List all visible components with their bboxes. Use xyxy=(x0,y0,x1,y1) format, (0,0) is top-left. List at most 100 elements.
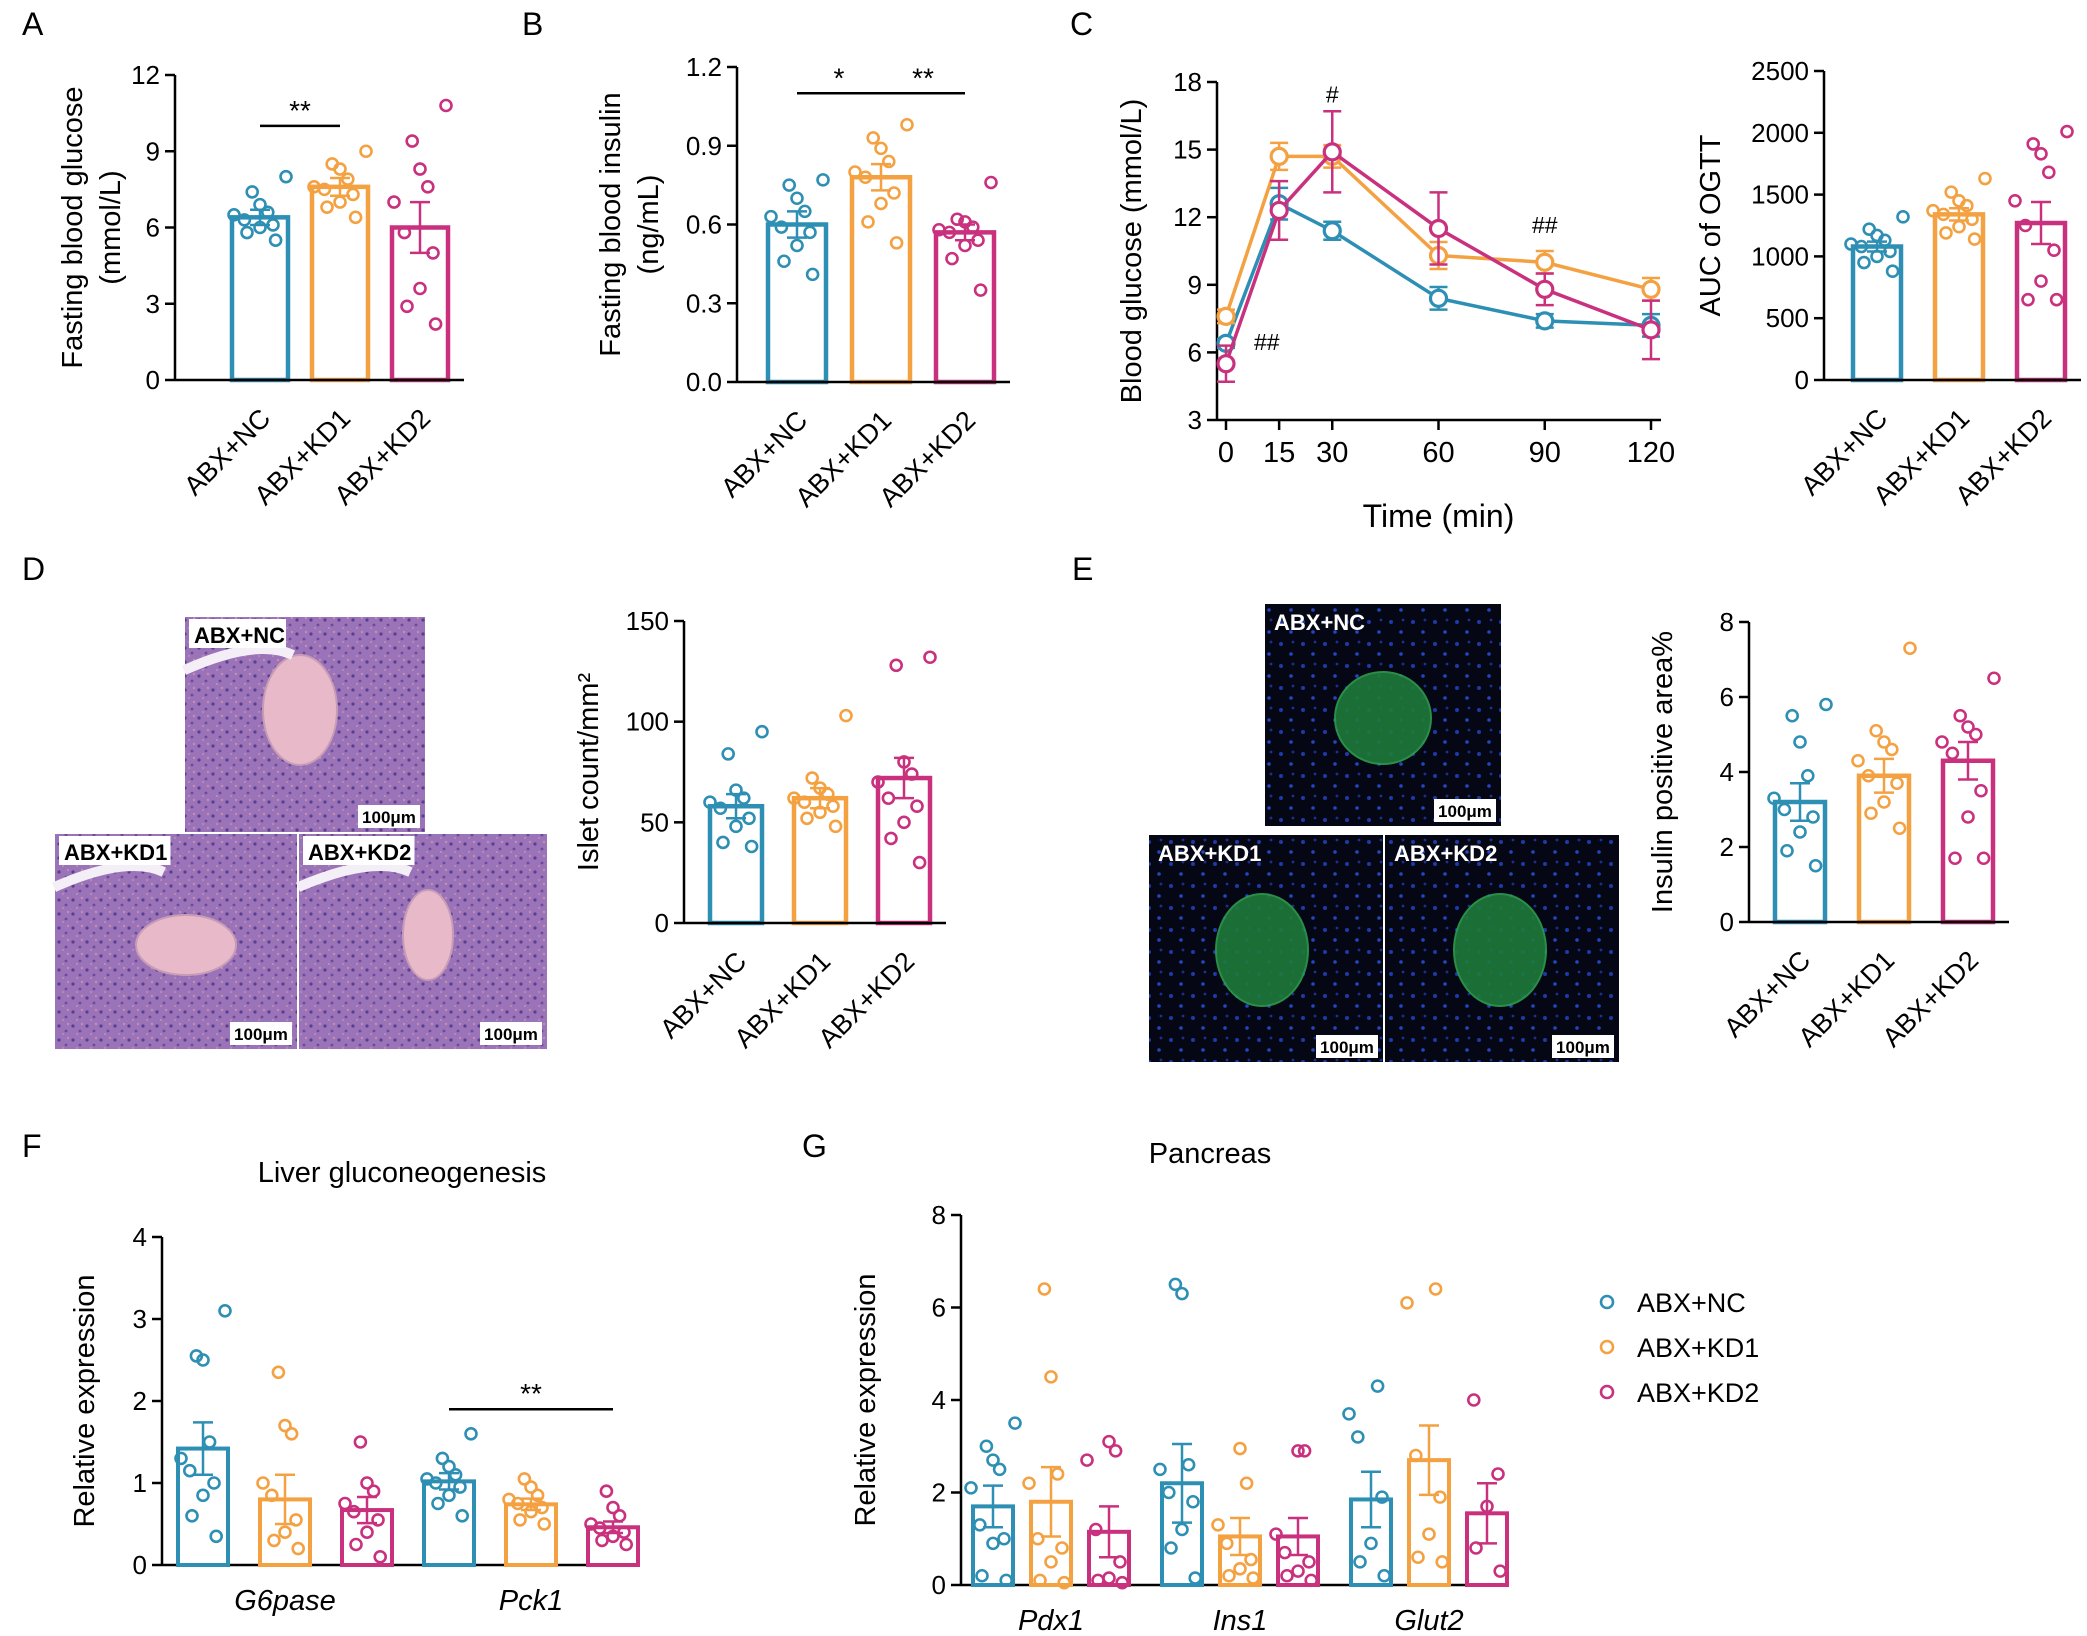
data-point xyxy=(619,1537,634,1552)
data-point xyxy=(1780,843,1794,858)
legend-label-nc: ABX+NC xyxy=(1637,1288,1746,1318)
data-point xyxy=(887,186,901,200)
y-tick-label: 0 xyxy=(932,1570,946,1600)
data-point xyxy=(524,1504,538,1519)
data-point xyxy=(1168,1277,1183,1292)
data-point xyxy=(897,815,911,830)
data-point xyxy=(256,1476,270,1490)
data-point xyxy=(1181,1457,1196,1472)
data-point xyxy=(349,1537,363,1552)
data-point xyxy=(1364,1536,1378,1551)
micrograph-if-kd2: ABX+KD2 100μm xyxy=(1383,833,1621,1064)
data-point xyxy=(1291,1444,1305,1458)
micrograph-he-nc: ABX+NC 100μm xyxy=(181,615,427,834)
y-tick-label: 6 xyxy=(146,213,160,243)
y-axis-title-line: (mmol/L) xyxy=(95,170,127,284)
data-point xyxy=(1351,1430,1365,1444)
scale-box xyxy=(1434,799,1496,822)
image-label-box xyxy=(189,619,286,648)
data-point xyxy=(1422,1527,1436,1541)
scale-label: 100μm xyxy=(234,1025,288,1044)
scale-label: 100μm xyxy=(484,1025,538,1044)
legend-marker-kd1 xyxy=(1599,1339,1615,1355)
scale-box xyxy=(480,1022,542,1045)
data-point xyxy=(1353,1555,1367,1569)
data-point xyxy=(387,195,401,209)
image-label: ABX+KD1 xyxy=(64,840,167,865)
data-point xyxy=(279,169,293,184)
y-axis-title-line: Fasting blood glucose xyxy=(57,86,89,368)
data-point xyxy=(227,207,241,222)
y-tick-label: 0.3 xyxy=(686,288,722,318)
data-point xyxy=(1246,1571,1260,1585)
series-point xyxy=(1322,142,1342,162)
data-point xyxy=(1961,810,1975,824)
data-point xyxy=(338,1496,352,1511)
data-point xyxy=(1976,851,1991,866)
data-point xyxy=(189,1349,204,1363)
data-point xyxy=(1291,1564,1305,1578)
y-tick-label: 6 xyxy=(1720,682,1734,712)
y-tick-label: 1000 xyxy=(1751,241,1809,271)
data-point xyxy=(2047,243,2061,258)
y-tick-label: 6 xyxy=(1188,337,1202,367)
data-point xyxy=(839,708,853,723)
data-point xyxy=(202,1435,217,1449)
scale-label: 100μm xyxy=(1556,1038,1610,1057)
data-point xyxy=(1883,244,1897,259)
category-label: Glut2 xyxy=(1394,1605,1463,1636)
data-point xyxy=(530,1488,545,1503)
y-tick-label: 12 xyxy=(131,60,160,90)
data-point xyxy=(1115,1575,1129,1590)
scale-box xyxy=(1316,1035,1378,1058)
x-tick-label: 90 xyxy=(1529,437,1561,469)
data-point xyxy=(1411,1550,1425,1565)
category-label: Pdx1 xyxy=(1018,1605,1084,1636)
data-point xyxy=(405,134,420,148)
panel-label-b: B xyxy=(522,6,543,42)
data-point xyxy=(1967,232,1982,246)
data-point xyxy=(1233,1562,1247,1576)
y-tick-label: 8 xyxy=(932,1200,946,1230)
data-point xyxy=(1278,1545,1292,1560)
data-point xyxy=(729,819,743,834)
series-point xyxy=(1641,320,1661,340)
significance-label: ** xyxy=(520,1378,542,1409)
data-point xyxy=(1089,1522,1103,1537)
data-point xyxy=(1108,1444,1123,1458)
chart-b: 0.0 0.3 0.6 0.9 1.2 Fasting blood insulin (ng/… xyxy=(595,52,1010,513)
data-point xyxy=(1428,1282,1443,1296)
islet xyxy=(135,914,237,976)
x-tick-label: 15 xyxy=(1263,437,1295,469)
data-point xyxy=(1239,1476,1254,1491)
data-point xyxy=(1965,212,1979,227)
panel-label-f: F xyxy=(22,1128,42,1164)
data-point xyxy=(828,819,843,834)
data-point xyxy=(904,767,919,781)
data-point xyxy=(253,220,267,235)
data-point xyxy=(428,317,443,331)
y-axis-title-line: Blood glucose (mmol/L) xyxy=(1116,99,1148,404)
y-tick-label: 3 xyxy=(1188,405,1202,435)
y-tick-label: 0 xyxy=(1795,365,1809,395)
data-point xyxy=(1102,1434,1116,1449)
y-tick-label: 8 xyxy=(1720,607,1734,637)
tissue-gap xyxy=(51,861,166,892)
data-point xyxy=(1926,203,1940,218)
data-point xyxy=(333,195,347,209)
data-point xyxy=(2034,274,2048,288)
data-point xyxy=(979,1439,994,1454)
data-point xyxy=(973,283,988,297)
data-point xyxy=(183,1463,197,1478)
data-point xyxy=(524,1480,538,1494)
micrographs: ABX+NC100μmABX+KD1100μmABX+KD2100μmABX+N… xyxy=(51,602,1621,1064)
data-point xyxy=(790,238,804,253)
significance-label: ## xyxy=(1532,212,1558,238)
y-tick-label: 4 xyxy=(932,1385,946,1415)
data-point xyxy=(1892,821,1907,836)
data-point xyxy=(1944,185,1958,199)
panel-label-d: D xyxy=(22,551,45,587)
data-point xyxy=(606,1529,620,1544)
significance-label: ** xyxy=(289,95,311,126)
